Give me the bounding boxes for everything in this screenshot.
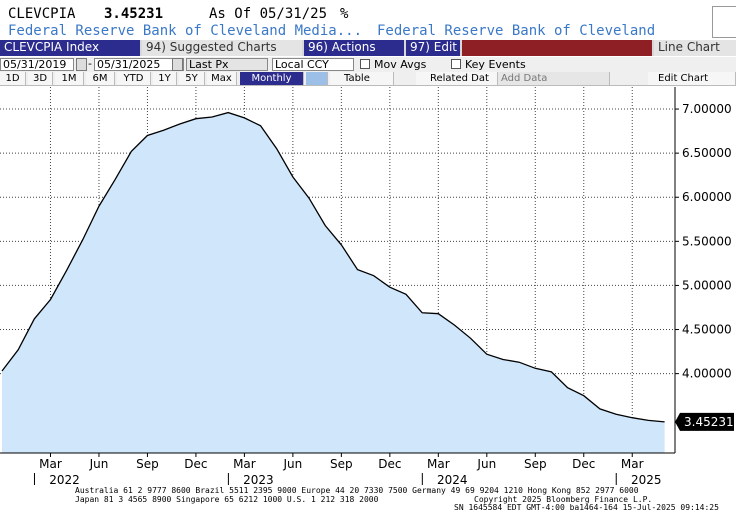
range-button-5y[interactable]: 5Y xyxy=(179,72,205,85)
unit-label: % xyxy=(340,6,349,22)
edit-menu-button[interactable]: 97) Edit xyxy=(406,40,460,56)
year-label: 2023 xyxy=(243,473,274,485)
calendar-icon[interactable] xyxy=(76,58,87,71)
ticker-label: CLEVCPIA xyxy=(8,6,76,22)
series-area xyxy=(2,112,665,453)
actions-menu-button[interactable]: 96) Actions xyxy=(304,40,404,56)
last-value: 3.45231 xyxy=(104,6,164,22)
cpi-area-chart: 4.00000 4.50000 5.00000 5.50000 6.00000 6.500… xyxy=(0,87,734,485)
year-label: 2022 xyxy=(49,473,80,485)
security-field[interactable]: CLEVCPIA Index xyxy=(0,40,140,56)
suggested-charts-button[interactable]: 94) Suggested Charts xyxy=(142,40,302,56)
as-of-date: As Of 05/31/25 xyxy=(209,6,328,22)
title-bar: CLEVCPIA 3.45231 As Of 05/31/25 % Federa… xyxy=(0,0,736,40)
table-button[interactable]: Table xyxy=(330,72,394,85)
y-tick-label: 7.00000 xyxy=(682,102,732,116)
copyright-text: Copyright 2025 Bloomberg Finance L.P. xyxy=(474,495,653,504)
y-tick-label: 4.50000 xyxy=(682,323,732,337)
x-tick-label: Dec xyxy=(184,457,207,471)
period-select[interactable]: Monthly xyxy=(240,72,304,85)
date-toolbar: 05/31/2019 - 05/31/2025 Last Px Local CC… xyxy=(0,57,736,72)
command-toolbar: CLEVCPIA Index 94) Suggested Charts 96) … xyxy=(0,40,736,56)
x-tick-label: Mar xyxy=(621,457,644,471)
date-separator: - xyxy=(88,57,92,70)
add-data-input[interactable]: Add Data xyxy=(498,72,610,85)
mov-avgs-label: Mov Avgs xyxy=(374,58,427,71)
x-tick-label: Jun xyxy=(89,457,109,471)
contact-line-2: Japan 81 3 4565 8900 Singapore 65 6212 1… xyxy=(75,495,379,504)
calendar-icon[interactable] xyxy=(172,58,183,71)
key-events-label: Key Events xyxy=(465,58,526,71)
year-label: 2024 xyxy=(437,473,468,485)
end-date-input[interactable]: 05/31/2025 xyxy=(94,58,184,71)
range-button-1m[interactable]: 1M xyxy=(55,72,84,85)
x-tick-label: Dec xyxy=(378,457,401,471)
y-tick-label: 4.00000 xyxy=(682,367,732,381)
mov-avgs-checkbox[interactable] xyxy=(360,59,370,69)
x-tick-label: Sep xyxy=(136,457,159,471)
y-tick-label: 5.50000 xyxy=(682,234,732,248)
last-value-marker xyxy=(675,412,734,431)
last-value-label: 3.45231 xyxy=(684,415,734,429)
edit-chart-button[interactable]: Edit Chart xyxy=(648,72,736,85)
range-button-1y[interactable]: 1Y xyxy=(153,72,177,85)
chart-style-button[interactable] xyxy=(306,72,328,85)
window-control[interactable] xyxy=(712,6,736,38)
range-button-max[interactable]: Max xyxy=(207,72,237,85)
source-link[interactable]: Federal Reserve Bank of Cleveland xyxy=(377,23,656,39)
start-date-input[interactable]: 05/31/2019 xyxy=(0,58,74,71)
range-button-6m[interactable]: 6M xyxy=(86,72,115,85)
currency-select[interactable]: Local CCY xyxy=(272,58,354,71)
x-tick-label: Jun xyxy=(283,457,303,471)
footer: Australia 61 2 9777 8600 Brazil 5511 239… xyxy=(0,485,736,529)
x-tick-label: Mar xyxy=(427,457,450,471)
y-tick-label: 6.50000 xyxy=(682,146,732,160)
y-tick-label: 6.00000 xyxy=(682,190,732,204)
range-toolbar: 1D 3D 1M 6M YTD 1Y 5Y Max Monthly Table Related… xyxy=(0,72,736,86)
alert-bar xyxy=(462,40,652,56)
key-events-checkbox[interactable] xyxy=(451,59,461,69)
series-line xyxy=(1,111,665,423)
x-tick-label: Jun xyxy=(476,457,496,471)
x-tick-label: Mar xyxy=(233,457,256,471)
source-media-link[interactable]: Federal Reserve Bank of Cleveland Media.… xyxy=(8,23,363,39)
x-tick-label: Mar xyxy=(39,457,62,471)
line-chart-button[interactable]: Line Chart xyxy=(654,40,736,56)
range-button-ytd[interactable]: YTD xyxy=(117,72,151,85)
x-tick-label: Dec xyxy=(572,457,595,471)
x-tick-label: Sep xyxy=(330,457,353,471)
contact-line-1: Australia 61 2 9777 8600 Brazil 5511 239… xyxy=(75,486,639,495)
year-label: 2025 xyxy=(631,473,662,485)
related-data-button[interactable]: Related Dat xyxy=(416,72,498,85)
session-info: SN 1645584 EDT GMT-4:00 ba1464-164 15-Ju… xyxy=(454,503,719,512)
x-tick-label: Sep xyxy=(524,457,547,471)
y-tick-label: 5.00000 xyxy=(682,278,732,292)
range-button-3d[interactable]: 3D xyxy=(28,72,53,85)
price-field-select[interactable]: Last Px xyxy=(186,58,268,71)
range-button-1d[interactable]: 1D xyxy=(0,72,26,85)
